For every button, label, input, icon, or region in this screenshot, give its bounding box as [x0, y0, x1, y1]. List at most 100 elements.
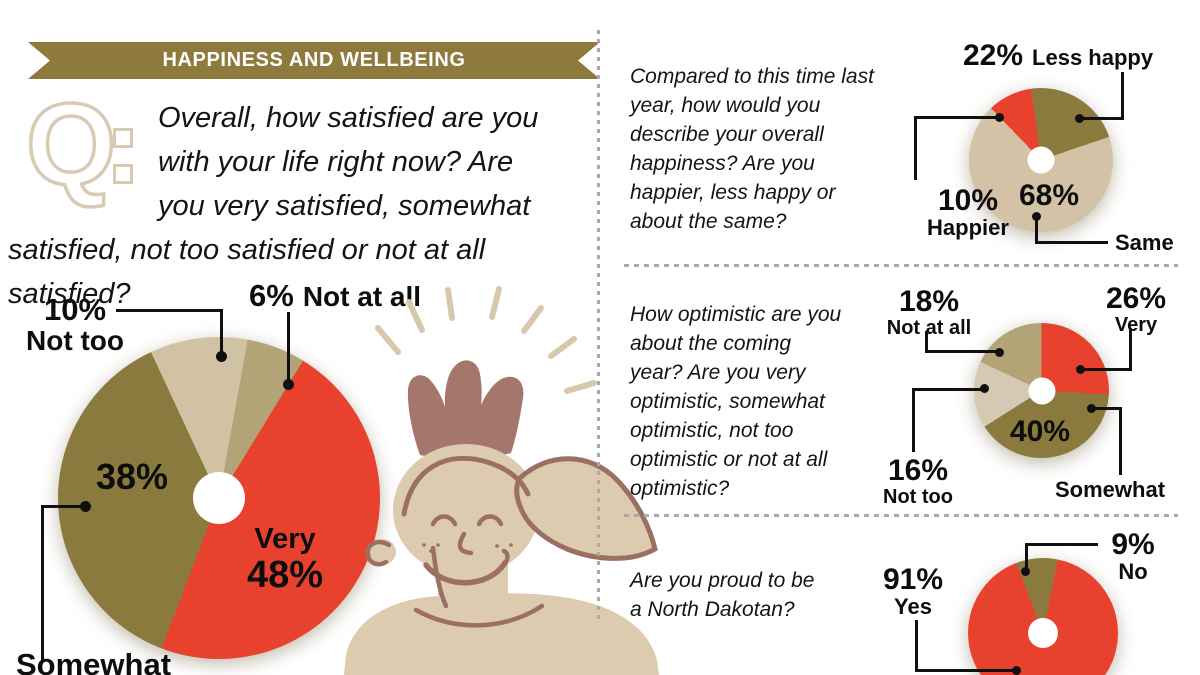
not-too-2-pct: 16%: [887, 454, 949, 487]
callout-line: [1129, 328, 1132, 371]
label-happier: 10% Happier: [918, 185, 1018, 240]
callout-line: [912, 388, 982, 391]
very-2-pct: 26%: [1105, 282, 1167, 315]
somewhat-word: Somewhat: [16, 647, 172, 675]
callout-dot: [1076, 365, 1085, 374]
label-no: 9% No: [1093, 529, 1173, 584]
pie-hole: [1027, 146, 1055, 174]
label-less-happy: 22% Less happy: [963, 40, 1153, 71]
happier-pct: 10%: [937, 184, 999, 217]
no-pct: 9%: [1111, 528, 1155, 561]
label-not-too: 10% Not too: [15, 292, 135, 357]
not-at-all-word: Not at all: [302, 281, 422, 312]
callout-line: [1085, 368, 1132, 371]
label-not-too-2: 16% Not too: [858, 455, 978, 508]
callout-dot: [980, 384, 989, 393]
callout-line: [915, 669, 1015, 672]
less-happy-word: Less happy: [1032, 45, 1154, 70]
crown-icon: [407, 360, 524, 460]
horizontal-divider-2: [624, 514, 1178, 517]
very-word: Very: [254, 523, 316, 555]
life-satisfaction-pie: [58, 337, 380, 659]
question-optimism: How optimistic are you about the coming …: [630, 303, 842, 500]
callout-line: [1082, 117, 1124, 120]
question-proud: Are you proud to be a North Dakotan?: [630, 569, 815, 621]
horizontal-divider-1: [624, 264, 1178, 267]
label-not-at-all: 6% Not at all: [249, 278, 422, 313]
somewhat-2-pct-inside: 40%: [1009, 415, 1071, 448]
callout-line: [41, 505, 44, 662]
proud-pie: [968, 558, 1118, 675]
not-too-word: Not too: [26, 325, 124, 357]
callout-line: [925, 350, 998, 353]
pie-hole: [1028, 618, 1058, 648]
section-banner: HAPPINESS AND WELLBEING: [28, 42, 600, 79]
crown-rays-icon: [375, 286, 597, 394]
yes-pct: 91%: [882, 563, 944, 596]
callout-line: [1035, 241, 1108, 244]
not-too-2-word: Not too: [883, 486, 953, 509]
callout-line: [1025, 543, 1028, 570]
vertical-divider: [597, 30, 600, 622]
very-pct: 48%: [246, 553, 324, 596]
face-features: [413, 514, 545, 628]
label-very-2: 26% Very: [1086, 283, 1186, 336]
callout-dot: [1021, 567, 1030, 576]
callout-line: [915, 620, 918, 672]
same-pct-inside: 68%: [1018, 179, 1080, 212]
callout-line: [1119, 407, 1122, 475]
somewhat-2-word: Somewhat: [1055, 477, 1166, 502]
very-2-word: Very: [1114, 314, 1158, 337]
label-very: Very 48%: [224, 523, 346, 596]
yes-word: Yes: [894, 594, 932, 620]
pie-hole: [1028, 377, 1055, 404]
somewhat-pct-inside: 38%: [96, 456, 169, 497]
freckles: [422, 543, 513, 553]
label-yes: 91% Yes: [863, 564, 963, 619]
callout-line: [1094, 407, 1122, 410]
callout-line: [287, 312, 290, 382]
question-indent-spacer: [8, 96, 158, 226]
cap-flap: [514, 456, 658, 561]
not-too-pct: 10%: [43, 292, 107, 327]
callout-line: [116, 309, 223, 312]
callout-dot: [995, 348, 1004, 357]
head: [393, 444, 539, 576]
callout-line: [1121, 72, 1124, 120]
not-at-all-2-word: Not at all: [886, 317, 972, 340]
q-colon-dot-top: [113, 128, 133, 148]
callout-line: [925, 331, 928, 353]
callout-line: [914, 116, 917, 180]
cap-edge: [401, 455, 531, 517]
happy-person-illustration: [344, 286, 659, 675]
happiness-pie: [969, 88, 1113, 232]
section-banner-label: HAPPINESS AND WELLBEING: [162, 49, 466, 71]
callout-dot: [1012, 666, 1021, 675]
not-at-all-pct: 6%: [249, 278, 294, 313]
less-happy-pct: 22%: [963, 39, 1024, 72]
main-question-text: Overall, how satisfied are you with your…: [8, 102, 539, 310]
callout-dot: [216, 351, 227, 362]
same-word: Same: [1115, 230, 1174, 255]
pie-hole: [193, 472, 245, 524]
q-colon-dot-bottom: [113, 164, 133, 184]
callout-dot: [995, 113, 1004, 122]
happier-word: Happier: [927, 215, 1009, 241]
not-at-all-2-pct: 18%: [898, 285, 960, 318]
question-mark-icon: Q: [24, 79, 118, 209]
callout-dot: [1032, 212, 1041, 221]
main-question: Overall, how satisfied are you with your…: [8, 96, 586, 316]
callout-line: [1035, 220, 1038, 244]
optimism-pie: [974, 323, 1109, 458]
callout-dot: [1075, 114, 1084, 123]
label-not-at-all-2: 18% Not at all: [869, 286, 989, 339]
no-word: No: [1118, 559, 1148, 585]
question-happiness: Compared to this time last year, how wou…: [630, 65, 874, 233]
callout-dot: [283, 379, 294, 390]
callout-line: [1025, 543, 1098, 546]
callout-line: [912, 388, 915, 452]
callout-line: [914, 116, 998, 119]
callout-dot: [1087, 404, 1096, 413]
callout-line: [220, 309, 223, 354]
